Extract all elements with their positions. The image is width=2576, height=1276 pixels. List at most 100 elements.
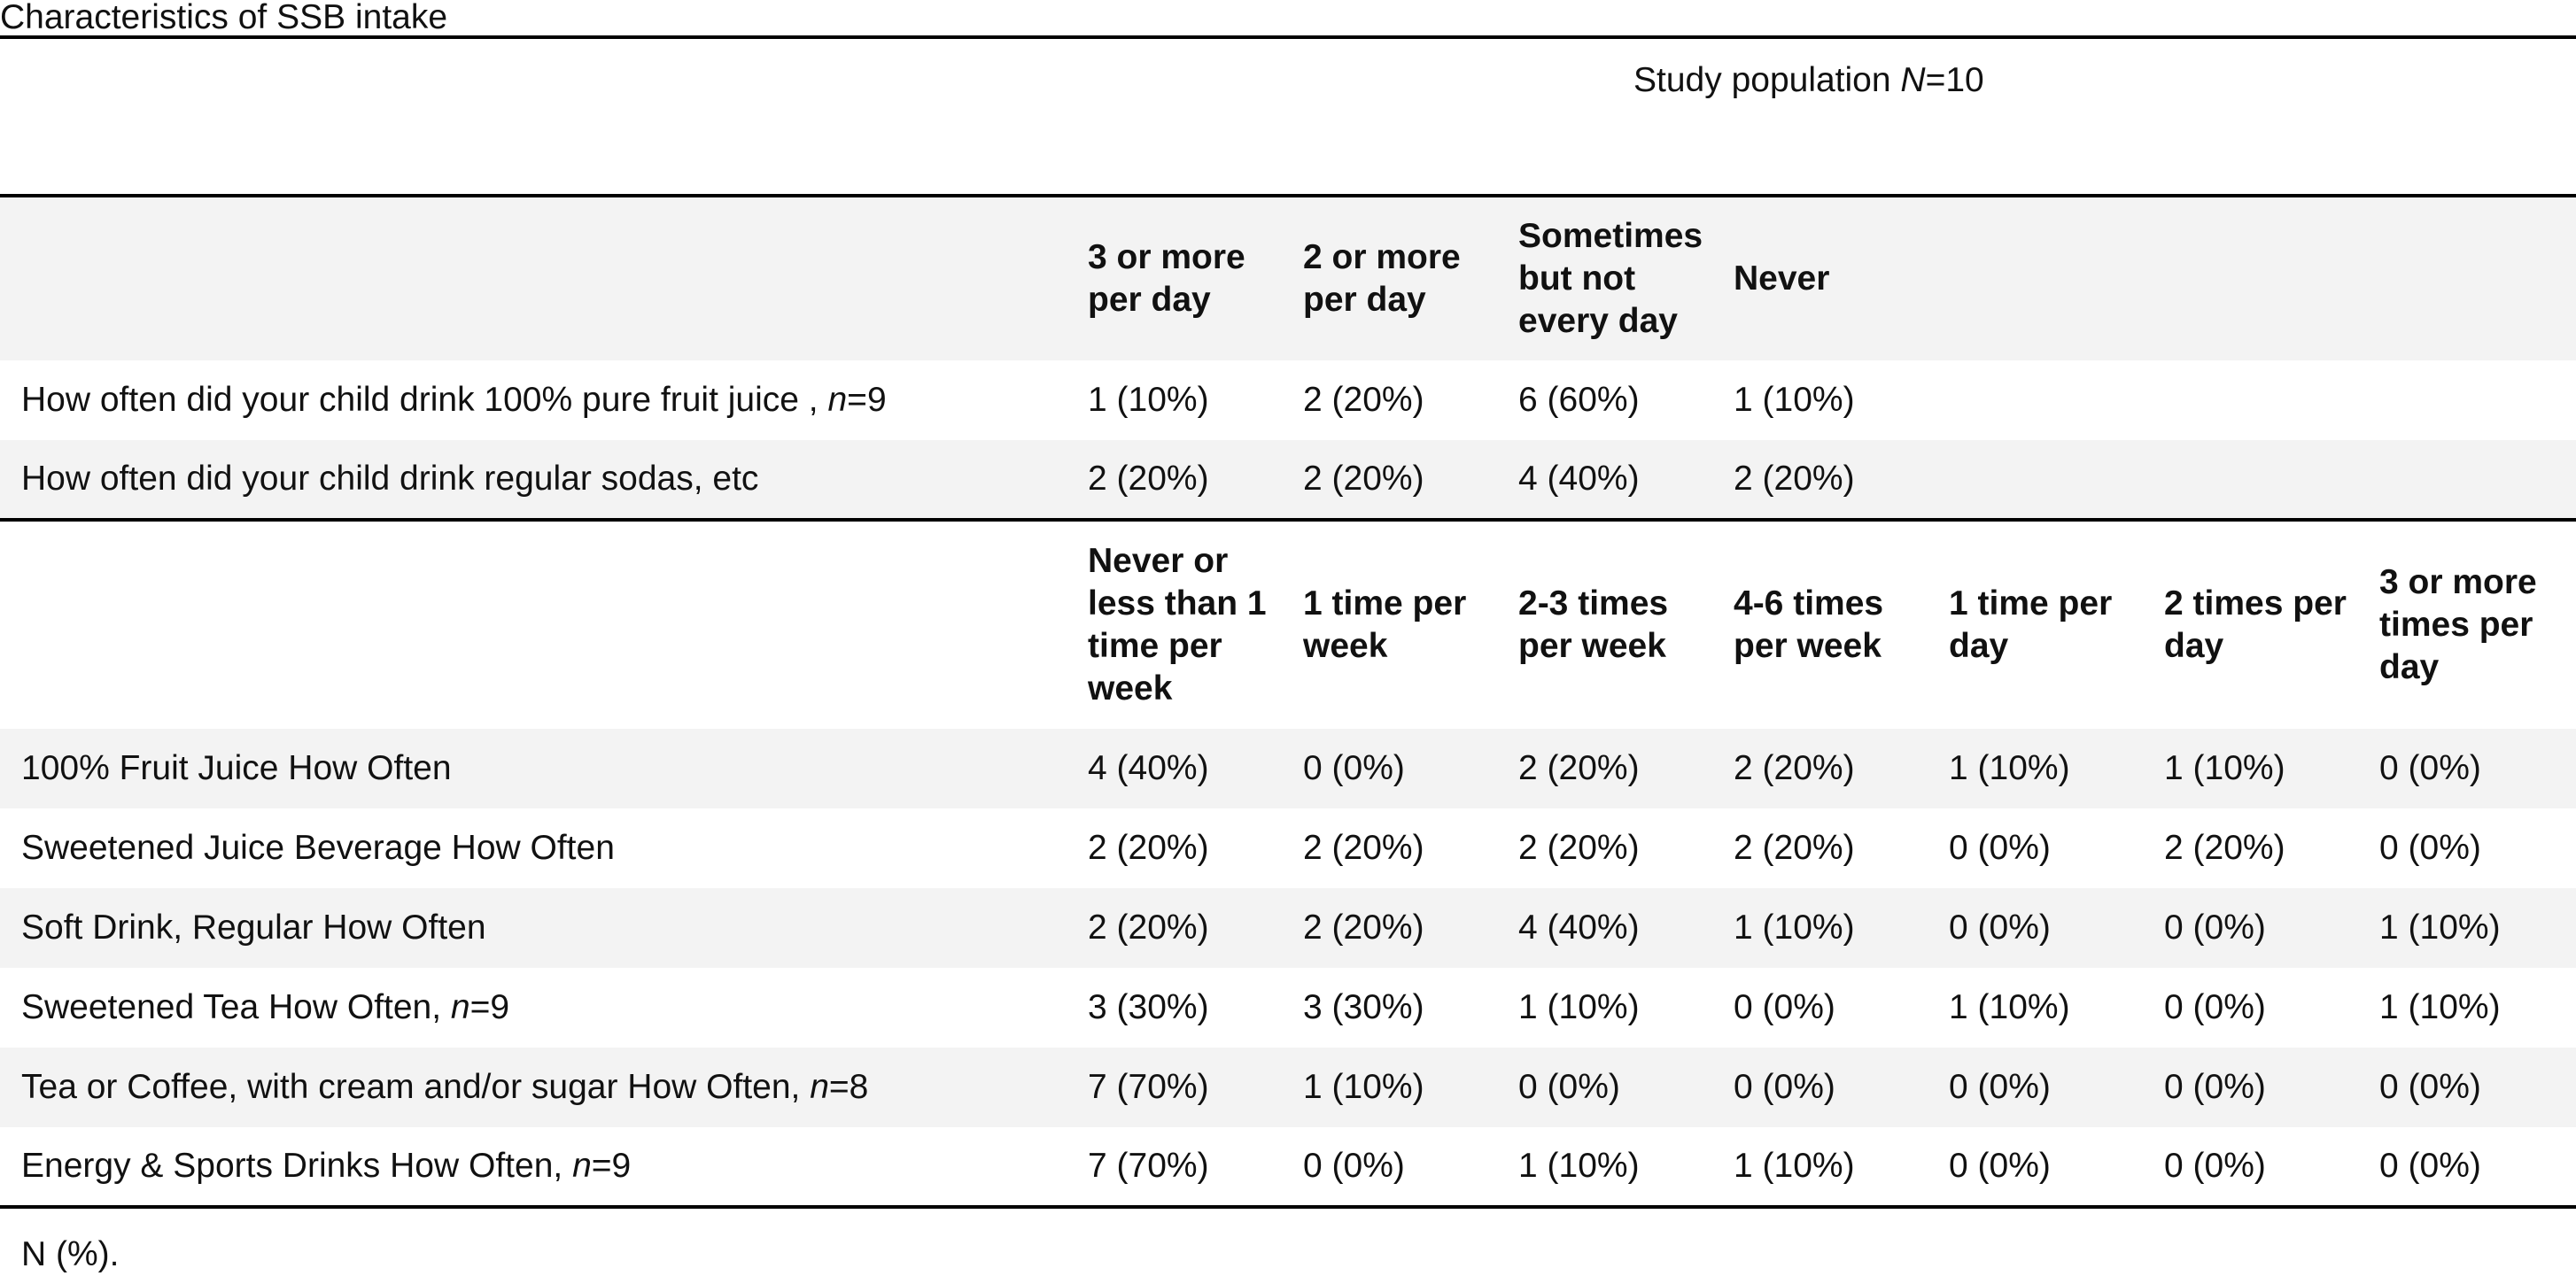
table-cell: 2 (20%) xyxy=(1734,749,1855,787)
table-cell: 1 (10%) xyxy=(1497,1127,1712,1209)
header-cell: 2 times per day xyxy=(2143,518,2358,729)
header-cell: 2 or more per day xyxy=(1282,194,1497,360)
row-n-symbol: n xyxy=(450,988,470,1026)
table-cell: 1 (10%) xyxy=(2379,988,2501,1026)
header-cell: Sometimes but not every day xyxy=(1497,194,1712,360)
table-cell: 1 (10%) xyxy=(1712,1127,1928,1209)
table-cell: 0 (0%) xyxy=(2379,1068,2481,1106)
table-cell: 2 (20%) xyxy=(1518,829,1640,867)
header-cell: 4-6 times per week xyxy=(1712,518,1928,729)
header-cell xyxy=(2358,194,2576,360)
header-cell xyxy=(0,518,1067,729)
table-cell xyxy=(1928,440,2143,520)
row-label-text: Sweetened Tea How Often, xyxy=(21,988,451,1026)
table-cell: 0 (0%) xyxy=(1518,1068,1620,1106)
table-cell: 0 (0%) xyxy=(2379,829,2481,867)
row-label: How often did your child drink 100% pure… xyxy=(0,360,1067,440)
header-cell: Never xyxy=(1712,194,1928,360)
table-row: 100% Fruit Juice How Often 4 (40%) 0 (0%… xyxy=(0,729,2576,808)
study-population-n-symbol: N xyxy=(1900,61,1926,99)
table-cell: 2 (20%) xyxy=(1303,460,1424,498)
row-label: Soft Drink, Regular How Often xyxy=(0,888,1067,968)
header-cell: 2-3 times per week xyxy=(1497,518,1712,729)
ssb-intake-table: 3 or more per day 2 or more per day Some… xyxy=(0,194,2576,1209)
table-cell xyxy=(2143,360,2358,440)
table-cell: 1 (10%) xyxy=(2379,909,2501,947)
table-cell: 3 (30%) xyxy=(1303,988,1424,1026)
table-cell: 1 (10%) xyxy=(1734,909,1855,947)
table-cell: 1 (10%) xyxy=(1303,1068,1424,1106)
section2-header-row: Never or less than 1 time per week 1 tim… xyxy=(0,518,2576,729)
study-population-label: Study population xyxy=(1633,61,1901,99)
header-cell: 1 time per day xyxy=(1928,518,2143,729)
table-cell: 0 (0%) xyxy=(1928,1127,2143,1209)
table-cell: 4 (40%) xyxy=(1518,909,1640,947)
table-cell: 0 (0%) xyxy=(2164,988,2266,1026)
table-caption: Characteristics of SSB intake xyxy=(0,0,2576,39)
table-row: How often did your child drink regular s… xyxy=(0,440,2576,520)
row-label-text: How often did your child drink regular s… xyxy=(21,460,759,498)
table-cell: 0 (0%) xyxy=(1949,909,2051,947)
table-cell: 7 (70%) xyxy=(1088,1068,1209,1106)
row-n-symbol: n xyxy=(810,1068,829,1106)
table-row: Energy & Sports Drinks How Often, n=9 7 … xyxy=(0,1127,2576,1209)
row-label-text: Sweetened Juice Beverage How Often xyxy=(21,829,615,867)
header-cell xyxy=(0,194,1067,360)
table-cell xyxy=(2143,440,2358,520)
table-cell: 0 (0%) xyxy=(1734,1068,1835,1106)
table-cell: 0 (0%) xyxy=(2379,749,2481,787)
table-cell xyxy=(2358,440,2576,520)
table-row: Sweetened Juice Beverage How Often 2 (20… xyxy=(0,808,2576,888)
header-cell: 3 or more times per day xyxy=(2358,518,2576,729)
header-cell: 1 time per week xyxy=(1282,518,1497,729)
row-label: Energy & Sports Drinks How Often, n=9 xyxy=(0,1127,1067,1209)
section1-header-row: 3 or more per day 2 or more per day Some… xyxy=(0,194,2576,360)
table-cell: 0 (0%) xyxy=(1949,829,2051,867)
row-label-text: Soft Drink, Regular How Often xyxy=(21,909,486,947)
study-population-header: Study population N=10 xyxy=(1633,60,1984,101)
table-cell: 2 (20%) xyxy=(2164,829,2285,867)
row-n-value: =9 xyxy=(591,1147,632,1185)
table-cell: 1 (10%) xyxy=(2164,749,2285,787)
table-cell: 4 (40%) xyxy=(1088,749,1209,787)
table-cell: 0 (0%) xyxy=(2164,1068,2266,1106)
header-cell xyxy=(1928,194,2143,360)
table-cell: 2 (20%) xyxy=(1518,749,1640,787)
table-row: How often did your child drink 100% pure… xyxy=(0,360,2576,440)
table-cell: 1 (10%) xyxy=(1949,988,2070,1026)
row-n-value: =9 xyxy=(469,988,510,1026)
table-cell: 6 (60%) xyxy=(1518,381,1640,419)
table-cell xyxy=(1928,360,2143,440)
table-cell: 2 (20%) xyxy=(1303,829,1424,867)
table-cell: 1 (10%) xyxy=(1088,381,1209,419)
row-label: 100% Fruit Juice How Often xyxy=(0,729,1067,808)
table-cell xyxy=(2358,360,2576,440)
row-n-symbol: n xyxy=(827,381,848,419)
table-cell: 4 (40%) xyxy=(1518,460,1640,498)
table-cell: 2 (20%) xyxy=(1734,460,1855,498)
table-row: Tea or Coffee, with cream and/or sugar H… xyxy=(0,1048,2576,1127)
table-cell: 0 (0%) xyxy=(1734,988,1835,1026)
table-cell: 0 (0%) xyxy=(2143,1127,2358,1209)
table-cell: 3 (30%) xyxy=(1088,988,1209,1026)
row-label: Sweetened Tea How Often, n=9 xyxy=(0,968,1067,1048)
table-cell: 0 (0%) xyxy=(2164,909,2266,947)
table-row: Soft Drink, Regular How Often 2 (20%) 2 … xyxy=(0,888,2576,968)
table-cell: 1 (10%) xyxy=(1518,988,1640,1026)
table-cell: 1 (10%) xyxy=(1949,749,2070,787)
header-cell xyxy=(2143,194,2358,360)
row-n-value: =9 xyxy=(847,381,887,419)
table-cell: 7 (70%) xyxy=(1067,1127,1282,1209)
table-cell: 2 (20%) xyxy=(1734,829,1855,867)
table-cell: 1 (10%) xyxy=(1734,381,1855,419)
table-cell: 0 (0%) xyxy=(1303,749,1405,787)
table-row: Sweetened Tea How Often, n=9 3 (30%) 3 (… xyxy=(0,968,2576,1048)
row-n-symbol: n xyxy=(572,1147,592,1185)
table-footnote: N (%). xyxy=(21,1235,120,1273)
table-cell: 2 (20%) xyxy=(1303,381,1424,419)
row-label-text: 100% Fruit Juice How Often xyxy=(21,749,452,787)
table-cell: 2 (20%) xyxy=(1088,909,1209,947)
row-label: How often did your child drink regular s… xyxy=(0,440,1067,520)
study-population-n-value: =10 xyxy=(1925,61,1984,99)
row-label-text: Tea or Coffee, with cream and/or sugar H… xyxy=(21,1068,811,1106)
